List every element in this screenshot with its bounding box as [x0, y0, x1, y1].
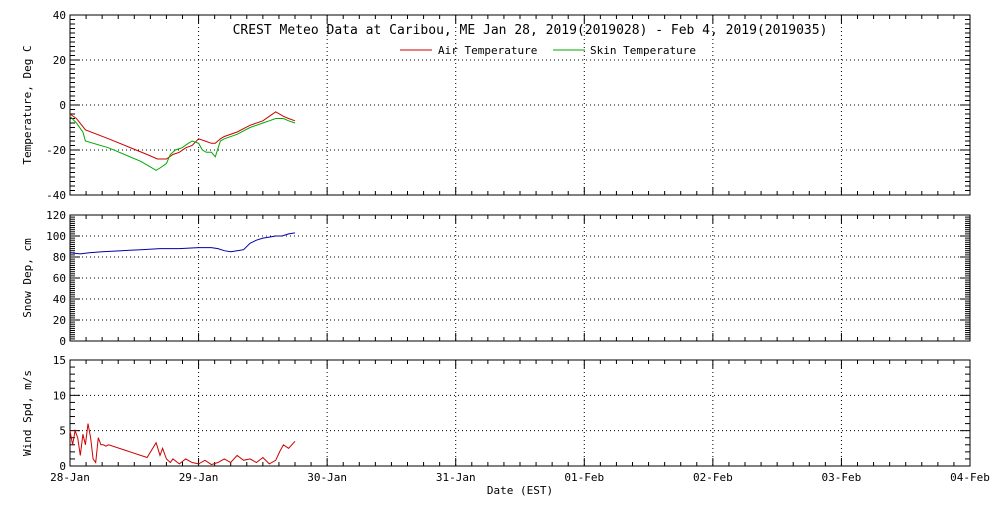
y-tick-label: 120 — [46, 209, 66, 222]
wind-speed-ylabel: Wind Spd, m/s — [21, 370, 34, 456]
x-tick-label: 31-Jan — [436, 471, 476, 484]
y-tick-label: 15 — [53, 354, 66, 367]
y-tick-label: 40 — [53, 9, 66, 22]
y-tick-label: 20 — [53, 54, 66, 67]
x-tick-label: 02-Feb — [693, 471, 733, 484]
y-tick-label: 100 — [46, 230, 66, 243]
legend-skin-temperature-label: Skin Temperature — [590, 44, 696, 57]
x-tick-label: 30-Jan — [307, 471, 347, 484]
x-axis-label: Date (EST) — [487, 484, 553, 497]
chart-title: CREST Meteo Data at Caribou, ME Jan 28, … — [233, 23, 828, 38]
x-tick-label: 29-Jan — [179, 471, 219, 484]
y-tick-label: 0 — [59, 99, 66, 112]
y-tick-label: -20 — [46, 144, 66, 157]
y-tick-label: 60 — [53, 272, 66, 285]
y-tick-label: -40 — [46, 189, 66, 202]
snow-depth-line — [69, 232, 296, 255]
snow-depth-panel: Snow Dep, cm 0 20 40 60 80 100 120 — [21, 209, 971, 348]
y-tick-label: 0 — [59, 335, 66, 348]
y-tick-label: 20 — [53, 314, 66, 327]
y-tick-label: 10 — [53, 389, 66, 402]
y-tick-label: 80 — [53, 251, 66, 264]
temperature-ylabel: Temperature, Deg C — [21, 45, 34, 164]
legend-air-temperature-label: Air Temperature — [438, 44, 537, 57]
x-tick-label: 03-Feb — [822, 471, 862, 484]
temperature-legend: Air Temperature Skin Temperature — [400, 44, 696, 57]
air-temperature-line — [69, 111, 296, 160]
y-tick-label: 40 — [53, 293, 66, 306]
skin-temperature-line — [69, 115, 296, 171]
x-tick-label: 01-Feb — [564, 471, 604, 484]
y-tick-label: 5 — [59, 425, 66, 438]
y-tick-label: 0 — [59, 460, 66, 473]
wind-speed-line — [69, 423, 296, 466]
wind-speed-panel: Wind Spd, m/s Date (EST) 0 5 10 15 28-Jan 29-… — [21, 354, 990, 497]
x-tick-label: 28-Jan — [50, 471, 90, 484]
snow-depth-ylabel: Snow Dep, cm — [21, 238, 34, 318]
x-tick-label: 04-Feb — [950, 471, 990, 484]
temperature-panel: CREST Meteo Data at Caribou, ME Jan 28, … — [21, 9, 971, 202]
